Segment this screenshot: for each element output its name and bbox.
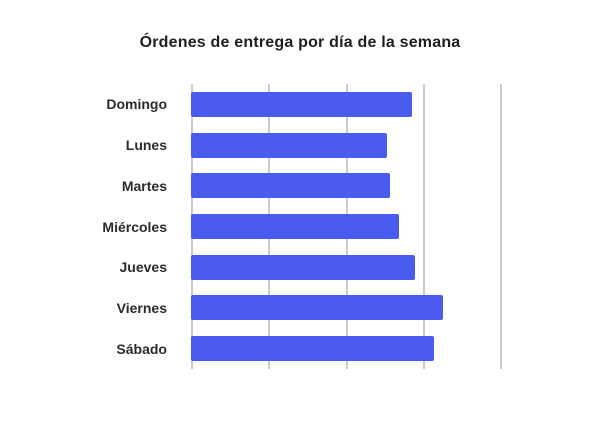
bar-series (191, 84, 502, 369)
category-label-domingo: Domingo (106, 96, 167, 113)
category-label-jueves: Jueves (119, 259, 167, 276)
bar-row (191, 165, 502, 206)
bar-lunes (191, 132, 387, 158)
bar-row (191, 247, 502, 288)
bar-jueves (191, 254, 415, 280)
chart-title: Órdenes de entrega por día de la semana (139, 34, 461, 51)
bar-sabado (191, 336, 434, 362)
bar-row (191, 84, 502, 125)
bar-row (191, 288, 502, 329)
bar-row (191, 125, 502, 166)
bar-domingo (191, 91, 412, 117)
category-label-sabado: Sábado (116, 340, 167, 357)
gridline-100 (500, 84, 502, 369)
bar-martes (191, 173, 391, 199)
plot-area (191, 84, 502, 369)
category-label-martes: Martes (121, 177, 167, 194)
y-axis-labels: Domingo Lunes Martes Miércoles Jueves Vi… (0, 84, 180, 369)
category-label-miercoles: Miércoles (102, 218, 167, 235)
gridline-75 (423, 84, 426, 369)
category-label-viernes: Viernes (116, 299, 167, 316)
bar-row (191, 206, 502, 247)
bar-viernes (191, 295, 443, 321)
category-label-lunes: Lunes (125, 137, 167, 154)
bar-miercoles (191, 214, 400, 240)
bar-row (191, 328, 502, 369)
